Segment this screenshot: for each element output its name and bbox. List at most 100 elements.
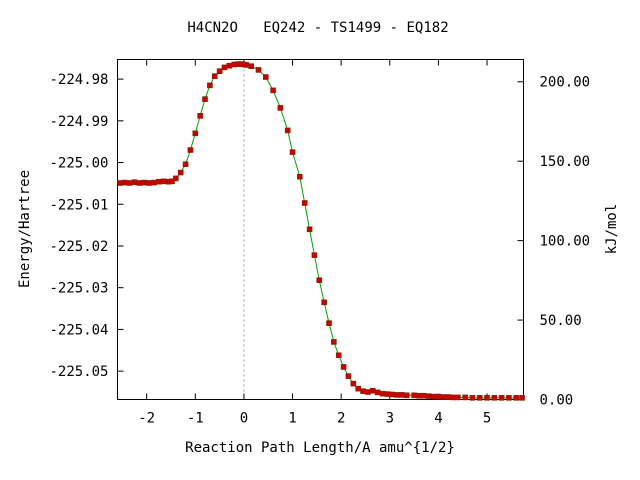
- data-point: [197, 113, 203, 119]
- data-point: [355, 385, 361, 392]
- data-point: [360, 388, 366, 394]
- data-point: [345, 373, 352, 379]
- plot-frame: [117, 59, 524, 400]
- data-point: [117, 180, 123, 186]
- data-point: [277, 105, 284, 111]
- data-point: [141, 179, 148, 186]
- data-point: [462, 394, 468, 401]
- x-tick-label: 0: [240, 411, 248, 427]
- data-point: [416, 392, 422, 399]
- data-point: [469, 395, 476, 401]
- y-tick-label: -225.01: [49, 197, 108, 213]
- data-point: [207, 82, 213, 89]
- data-point: [202, 96, 208, 102]
- data-point: [248, 63, 255, 69]
- data-point: [192, 130, 199, 137]
- data-point: [335, 352, 342, 359]
- data-point: [519, 395, 525, 401]
- y-axis-label: Energy/Hartree: [17, 170, 33, 288]
- data-point: [399, 392, 405, 398]
- data-point: [289, 149, 296, 155]
- chart-title: H4CN2O EQ242 - TS1499 - EQ182: [187, 20, 448, 36]
- data-point: [379, 390, 386, 397]
- y-tick-label: -224.98: [49, 72, 108, 88]
- data-point: [121, 179, 128, 186]
- data-point: [450, 394, 456, 401]
- data-point: [211, 73, 218, 79]
- x-tick-label: -2: [138, 411, 155, 427]
- data-point: [131, 179, 138, 185]
- data-point: [316, 277, 323, 283]
- data-point: [216, 68, 223, 74]
- data-point: [331, 339, 337, 345]
- data-point: [151, 179, 157, 186]
- data-point: [491, 395, 498, 401]
- data-point: [262, 74, 269, 80]
- data-point: [187, 147, 194, 153]
- y2-tick-label: 150.00: [540, 154, 591, 170]
- data-point: [173, 175, 179, 182]
- x-tick-label: -1: [187, 411, 204, 427]
- data-point: [435, 393, 442, 400]
- data-point: [306, 226, 313, 233]
- x-tick-label: 4: [434, 411, 442, 427]
- data-point: [369, 387, 376, 394]
- y2-tick-label: 0.00: [540, 393, 574, 409]
- y2-tick-label: 100.00: [540, 234, 591, 250]
- y-tick-label: -224.99: [49, 114, 108, 130]
- data-point: [384, 391, 391, 397]
- data-point: [169, 178, 175, 185]
- data-point: [374, 389, 381, 396]
- x-tick-label: 5: [483, 411, 491, 427]
- data-point: [389, 391, 396, 398]
- data-point: [394, 392, 400, 398]
- x-tick-label: 1: [288, 411, 296, 427]
- data-point: [182, 161, 189, 168]
- data-point: [513, 395, 520, 401]
- data-point: [350, 380, 357, 387]
- data-point: [411, 392, 417, 399]
- data-point: [311, 252, 318, 258]
- data-point: [425, 393, 432, 399]
- x-axis-label: Reaction Path Length/A amu^{1/2}: [185, 440, 455, 456]
- data-point: [284, 127, 291, 134]
- data-point: [321, 299, 327, 306]
- data-point: [301, 200, 308, 206]
- data-point: [126, 180, 133, 186]
- data-point: [445, 394, 451, 400]
- y-tick-label: -225.05: [49, 364, 108, 380]
- data-point: [404, 392, 410, 399]
- data-point: [340, 364, 347, 370]
- data-point: [498, 395, 505, 401]
- data-point: [297, 173, 303, 180]
- data-point: [506, 395, 512, 401]
- y2-tick-label: 50.00: [540, 313, 582, 329]
- x-tick-label: 2: [337, 411, 345, 427]
- data-point: [160, 178, 167, 185]
- data-point: [226, 62, 233, 69]
- y-tick-label: -225.00: [49, 156, 108, 172]
- data-point: [146, 180, 152, 186]
- data-point: [221, 64, 228, 71]
- data-point: [365, 389, 371, 395]
- data-point: [136, 180, 143, 186]
- data-point: [270, 87, 276, 94]
- data-point: [484, 395, 490, 401]
- data-point: [476, 395, 483, 401]
- y2-tick-label: 200.00: [540, 75, 591, 91]
- data-point: [440, 394, 447, 400]
- data-point: [326, 320, 332, 326]
- y-tick-label: -225.03: [49, 281, 108, 297]
- data-point: [243, 62, 250, 68]
- data-point: [421, 392, 427, 399]
- x-tick-label: 3: [386, 411, 394, 427]
- energy-path-line: [119, 63, 523, 399]
- y-tick-label: -225.02: [49, 239, 108, 255]
- data-point: [455, 394, 461, 401]
- y2-axis-label: kJ/mol: [604, 204, 620, 255]
- data-point: [177, 169, 184, 176]
- y-tick-label: -225.04: [49, 322, 108, 338]
- data-point: [156, 178, 162, 185]
- data-point: [255, 67, 262, 73]
